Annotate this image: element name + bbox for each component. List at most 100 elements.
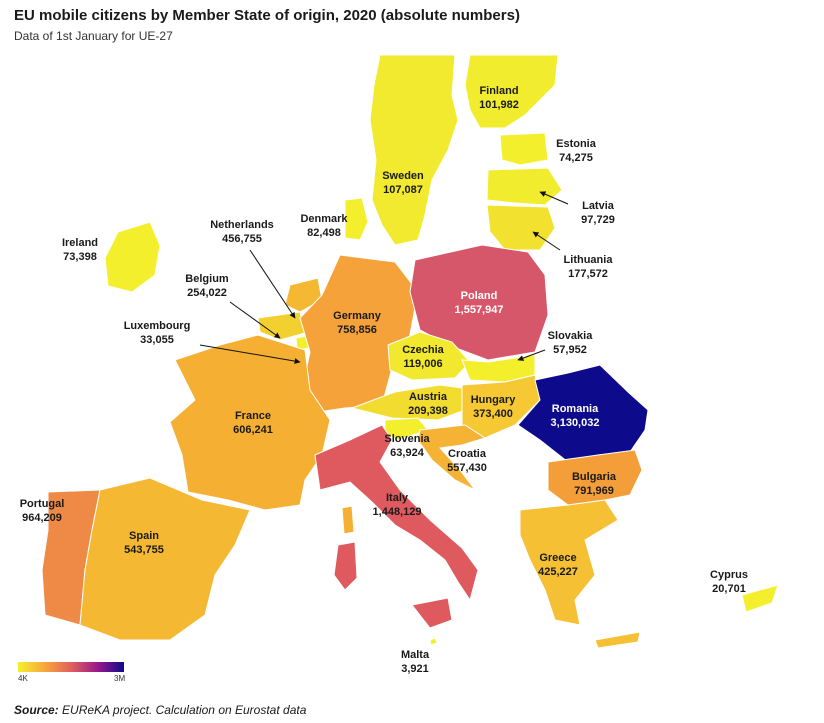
page-subtitle: Data of 1st January for UE-27 <box>14 29 173 43</box>
region-value: 119,006 <box>403 358 442 370</box>
label-italy: Italy 1,448,129 <box>373 492 422 518</box>
region-name: Malta <box>401 649 430 661</box>
region-ireland[interactable] <box>104 221 161 293</box>
label-estonia: Estonia 74,275 <box>556 138 597 164</box>
leader-belgium <box>229 301 281 339</box>
region-name: Denmark <box>300 213 348 225</box>
region-italy[interactable] <box>314 424 479 602</box>
region-name: Latvia <box>582 200 615 212</box>
region-name: Portugal <box>20 498 65 510</box>
label-slovakia: Slovakia 57,952 <box>548 330 594 356</box>
region-name: Romania <box>552 403 599 415</box>
region-name: Finland <box>479 85 518 97</box>
label-netherlands: Netherlands 456,755 <box>210 219 274 245</box>
region-czechia[interactable] <box>387 331 471 381</box>
label-slovenia: Slovenia 63,924 <box>384 433 430 459</box>
region-name: Ireland <box>62 237 98 249</box>
region-name: Austria <box>409 391 448 403</box>
region-greece-crete[interactable] <box>594 631 641 649</box>
region-value: 20,701 <box>712 583 746 595</box>
region-name: Cyprus <box>710 569 748 581</box>
region-name: Luxembourg <box>124 320 191 332</box>
region-name: Slovakia <box>548 330 594 342</box>
region-name: Netherlands <box>210 219 274 231</box>
region-value: 606,241 <box>233 424 273 436</box>
region-poland[interactable] <box>409 244 549 361</box>
label-cyprus: Cyprus 20,701 <box>710 569 748 595</box>
region-italy-sicily[interactable] <box>411 597 453 629</box>
region-value: 82,498 <box>307 227 341 239</box>
label-latvia: Latvia 97,729 <box>581 200 615 226</box>
region-lithuania[interactable] <box>486 204 556 251</box>
region-italy-sardinia[interactable] <box>333 541 358 591</box>
region-estonia[interactable] <box>499 132 549 166</box>
region-latvia[interactable] <box>486 167 563 206</box>
region-value: 177,572 <box>568 268 608 280</box>
region-greece[interactable] <box>519 499 619 626</box>
region-france[interactable] <box>169 334 331 511</box>
region-name: Hungary <box>471 394 517 406</box>
label-finland: Finland 101,982 <box>479 85 519 111</box>
source-label: Source: <box>14 703 59 717</box>
label-croatia: Croatia 557,430 <box>447 448 487 474</box>
source-note: Source: EUReKA project. Calculation on E… <box>14 703 306 717</box>
label-greece: Greece 425,227 <box>538 552 578 578</box>
region-name: Estonia <box>556 138 597 150</box>
region-name: Czechia <box>402 344 444 356</box>
region-value: 456,755 <box>222 233 262 245</box>
leader-slovakia <box>517 349 546 361</box>
region-value: 73,398 <box>63 251 97 263</box>
region-name: Slovenia <box>384 433 430 445</box>
region-value: 3,921 <box>401 663 429 675</box>
label-sweden: Sweden 107,087 <box>382 170 424 196</box>
region-value: 209,398 <box>408 405 448 417</box>
region-name: Bulgaria <box>572 471 617 483</box>
region-malta[interactable] <box>429 637 438 646</box>
region-name: Belgium <box>185 273 229 285</box>
label-poland: Poland 1,557,947 <box>455 290 504 316</box>
region-sweden[interactable] <box>369 54 459 246</box>
region-spain[interactable] <box>79 477 251 641</box>
leader-luxembourg <box>199 344 301 365</box>
source-text: EUReKA project. Calculation on Eurostat … <box>58 703 307 717</box>
label-portugal: Portugal 964,209 <box>20 498 65 524</box>
label-lithuania: Lithuania 177,572 <box>564 254 614 280</box>
region-name: Greece <box>539 552 576 564</box>
region-belgium[interactable] <box>257 311 306 341</box>
color-legend: 4K 3M <box>18 662 128 684</box>
label-denmark: Denmark 82,498 <box>300 213 348 239</box>
label-spain: Spain 543,755 <box>124 530 164 556</box>
region-name: Sweden <box>382 170 424 182</box>
region-value: 254,022 <box>187 287 227 299</box>
region-value: 74,275 <box>559 152 593 164</box>
region-denmark[interactable] <box>344 197 369 241</box>
label-ireland: Ireland 73,398 <box>62 237 98 263</box>
region-cyprus[interactable] <box>741 584 779 613</box>
region-name: Germany <box>333 310 382 322</box>
region-value: 791,969 <box>574 485 614 497</box>
region-value: 57,952 <box>553 344 587 356</box>
region-bulgaria[interactable] <box>547 449 643 506</box>
label-austria: Austria 209,398 <box>408 391 448 417</box>
legend-gradient <box>18 662 124 672</box>
leader-netherlands <box>249 249 296 319</box>
leader-latvia <box>539 191 569 205</box>
region-finland[interactable] <box>464 54 559 129</box>
region-value: 97,729 <box>581 214 615 226</box>
region-value: 1,448,129 <box>373 506 422 518</box>
region-value: 373,400 <box>473 408 513 420</box>
label-hungary: Hungary 373,400 <box>471 394 517 420</box>
region-value: 758,856 <box>337 324 377 336</box>
region-value: 3,130,032 <box>551 417 600 429</box>
region-croatia[interactable] <box>417 424 487 491</box>
label-france: France 606,241 <box>233 410 273 436</box>
region-value: 33,055 <box>140 334 174 346</box>
region-name: Poland <box>461 290 498 302</box>
label-luxembourg: Luxembourg 33,055 <box>124 320 191 346</box>
region-value: 425,227 <box>538 566 578 578</box>
region-value: 1,557,947 <box>455 304 504 316</box>
region-name: Spain <box>129 530 159 542</box>
label-czechia: Czechia 119,006 <box>402 344 444 370</box>
label-bulgaria: Bulgaria 791,969 <box>572 471 617 497</box>
region-france-corsica[interactable] <box>341 505 355 535</box>
